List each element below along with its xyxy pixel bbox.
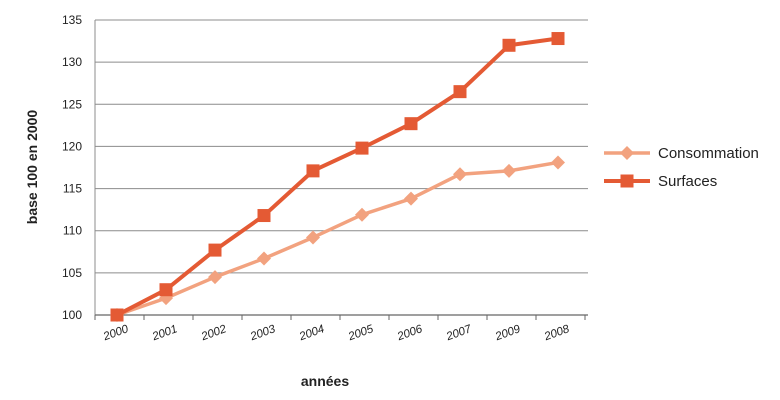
data-point	[453, 85, 467, 99]
x-tick-label: 2003	[248, 323, 278, 344]
legend-label: Surfaces	[658, 173, 717, 190]
x-tick-label: 2001	[150, 323, 179, 343]
data-point	[159, 283, 173, 297]
x-axis-ticks: 2000 2001 2002 2003 2004 2005 2006 2007 2009 2008	[101, 323, 572, 344]
x-axis-title: années	[301, 373, 349, 389]
data-point	[257, 251, 271, 266]
legend-item: Surfaces	[604, 173, 717, 190]
legend: Consommation Surfaces	[604, 145, 759, 190]
x-tick-label: 2009	[493, 323, 523, 344]
y-axis-ticks: 100 105 110 115 120 125 130 135	[62, 13, 82, 322]
data-point	[257, 209, 271, 223]
y-tick-label: 100	[62, 308, 82, 322]
x-tick-label: 2002	[199, 323, 229, 344]
data-point	[306, 164, 320, 178]
data-point	[355, 141, 369, 155]
data-point	[404, 191, 418, 206]
y-tick-label: 105	[62, 266, 82, 280]
series-surfaces	[110, 32, 565, 322]
data-point	[404, 117, 418, 131]
legend-marker	[620, 174, 634, 188]
x-tick-label: 2006	[395, 323, 425, 344]
x-tick-label: 2008	[542, 323, 572, 344]
series-line	[116, 160, 559, 317]
y-tick-label: 120	[62, 139, 82, 153]
data-point	[355, 207, 369, 222]
data-point	[208, 270, 222, 285]
y-tick-label: 125	[62, 97, 82, 111]
x-tick-label: 2007	[444, 323, 474, 344]
data-point	[453, 167, 467, 182]
gridlines	[95, 19, 588, 274]
series-consommation	[110, 155, 565, 322]
y-tick-label: 110	[63, 224, 82, 238]
data-point	[306, 230, 320, 245]
legend-item: Consommation	[604, 145, 759, 162]
y-tick-label: 135	[62, 13, 82, 27]
x-tick-label: 2004	[297, 323, 326, 343]
series-group	[110, 32, 565, 322]
data-point	[502, 163, 516, 178]
data-point	[208, 243, 222, 257]
y-axis-title: base 100 en 2000	[24, 110, 40, 225]
series-line	[116, 36, 559, 317]
legend-marker	[620, 146, 634, 160]
y-tick-label: 115	[63, 182, 82, 196]
legend-label: Consommation	[658, 145, 759, 162]
data-point	[551, 155, 565, 170]
data-point	[110, 308, 124, 322]
data-point	[502, 38, 516, 52]
data-point	[551, 32, 565, 46]
y-tick-label: 130	[62, 55, 82, 69]
x-tick-label: 2005	[346, 323, 376, 344]
axes	[94, 20, 588, 320]
x-tick-label: 2000	[101, 323, 131, 344]
